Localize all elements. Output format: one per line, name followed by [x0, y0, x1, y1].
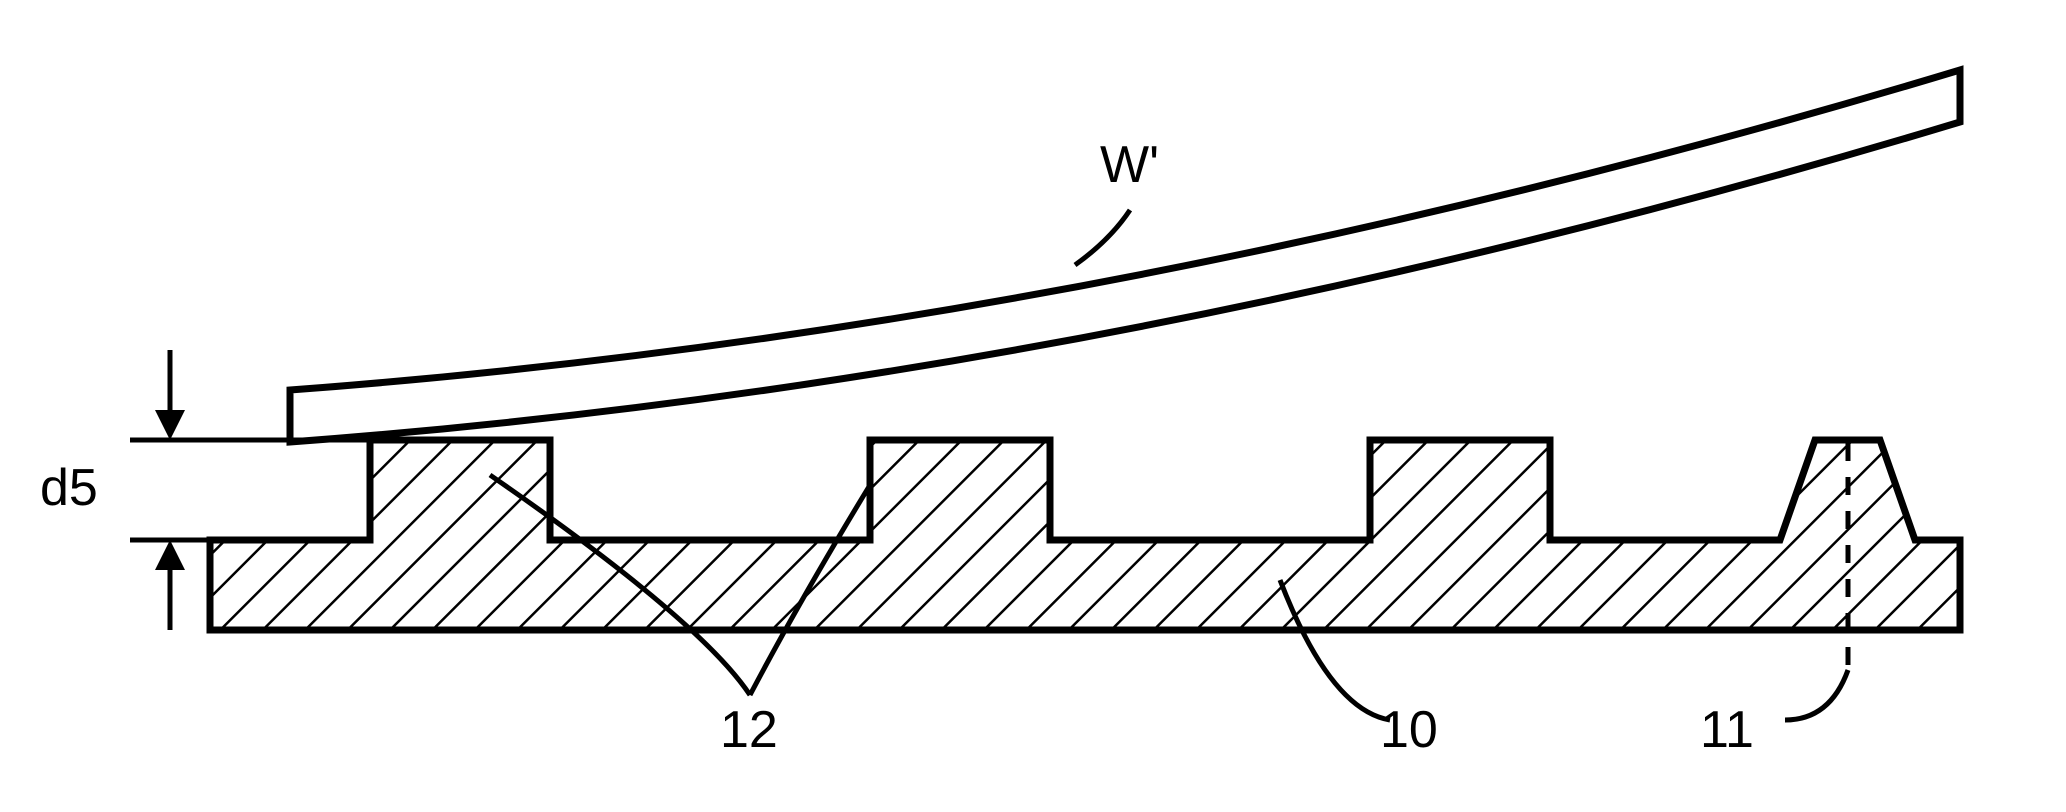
diagram-svg: [0, 0, 2066, 812]
label-10: 10: [1380, 700, 1438, 760]
label-d5: d5: [40, 458, 98, 518]
label-wafer: W': [1100, 135, 1159, 195]
wafer: [290, 70, 1960, 442]
diagram-container: W' d5 12 10 11: [0, 0, 2066, 812]
leader-wafer: [1075, 210, 1130, 265]
label-12: 12: [720, 700, 778, 760]
label-11: 11: [1700, 700, 1754, 760]
substrate: [210, 440, 1960, 630]
